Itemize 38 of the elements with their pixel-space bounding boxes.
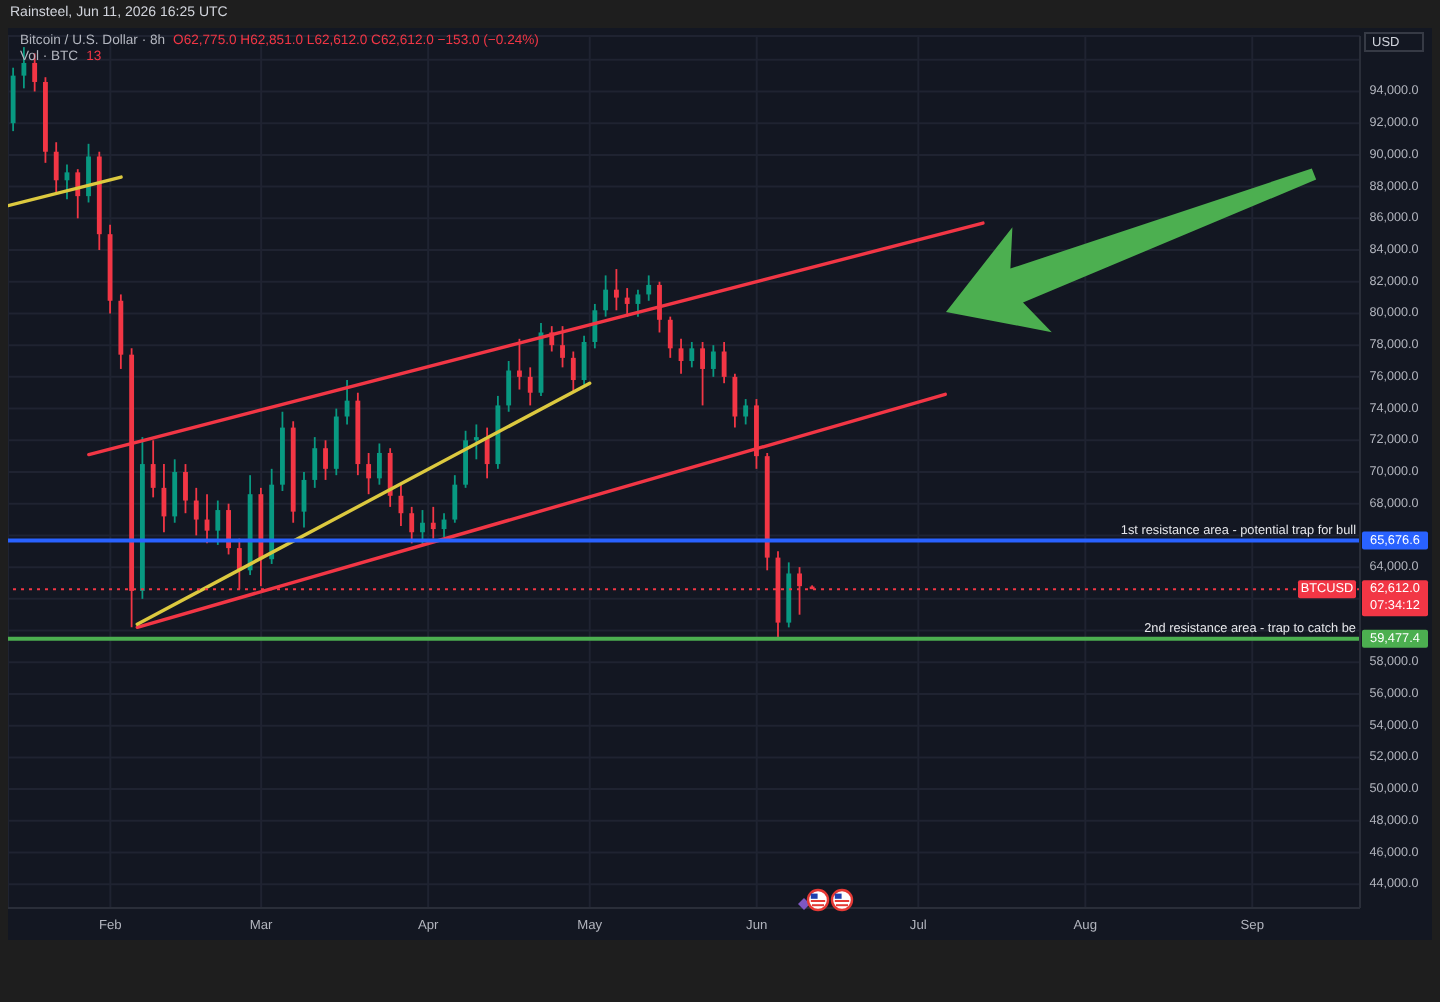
candlestick <box>344 379 350 426</box>
candlestick <box>570 350 576 394</box>
candlestick <box>387 447 393 508</box>
candlestick <box>527 366 533 407</box>
candlestick <box>484 426 490 480</box>
candlestick <box>463 429 468 489</box>
candlestick <box>657 280 662 334</box>
candlestick <box>700 341 706 407</box>
candlestick <box>430 505 436 540</box>
candlestick <box>183 463 188 515</box>
candlestick <box>312 436 318 489</box>
candlestick <box>732 372 738 429</box>
candlestick <box>689 341 695 369</box>
candlestick <box>667 315 673 359</box>
candlestick <box>710 344 716 378</box>
candlestick <box>376 442 382 486</box>
candlestick <box>603 274 609 318</box>
candlestick <box>646 274 652 302</box>
candlestick <box>517 337 522 391</box>
candlestick <box>506 360 512 413</box>
candlestick <box>592 303 598 350</box>
candlestick <box>409 505 415 545</box>
candlestick <box>323 439 328 481</box>
candlestick <box>473 423 479 461</box>
candlestick <box>624 287 630 318</box>
candlestick <box>10 66 16 133</box>
candlestick <box>86 142 91 204</box>
candlestick <box>172 458 178 524</box>
candlestick <box>193 486 199 537</box>
candlestick <box>560 325 565 369</box>
candlestick <box>581 334 587 386</box>
candlestick <box>743 398 749 426</box>
candlestick <box>366 452 372 496</box>
candlestick <box>53 141 59 194</box>
candlestick <box>452 474 458 524</box>
candlestick <box>613 268 619 312</box>
candlestick <box>721 341 727 385</box>
candlestick <box>215 499 221 546</box>
